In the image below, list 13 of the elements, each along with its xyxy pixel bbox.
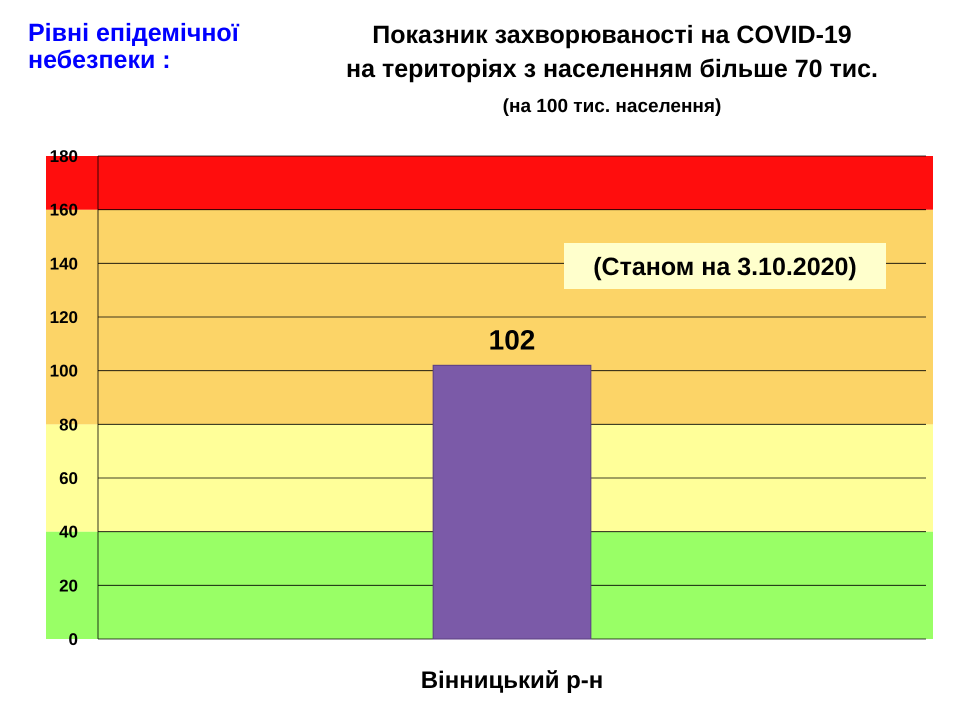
x-tick-label: Вінницький р-н [420,667,604,694]
chart-title: Показник захворюваності на COVID-19 на територіях з населенням більше 70 тис. [346,21,878,83]
y-tick-label: 20 [59,576,78,596]
y-tick-label: 60 [59,468,78,488]
y-tick-label: 40 [59,522,78,542]
y-tick-label: 80 [59,415,78,434]
annotation: (Станом на 3.10.2020) [593,252,857,281]
y-tick-label: 100 [50,362,78,381]
chart-subtitle: (на 100 тис. населення) [502,96,722,117]
text: Рівні епідемічної небезпеки : [28,19,240,74]
y-tick-label: 120 [50,308,78,327]
y-tick-label: 140 [50,254,78,274]
data-label: 102 [488,324,536,356]
